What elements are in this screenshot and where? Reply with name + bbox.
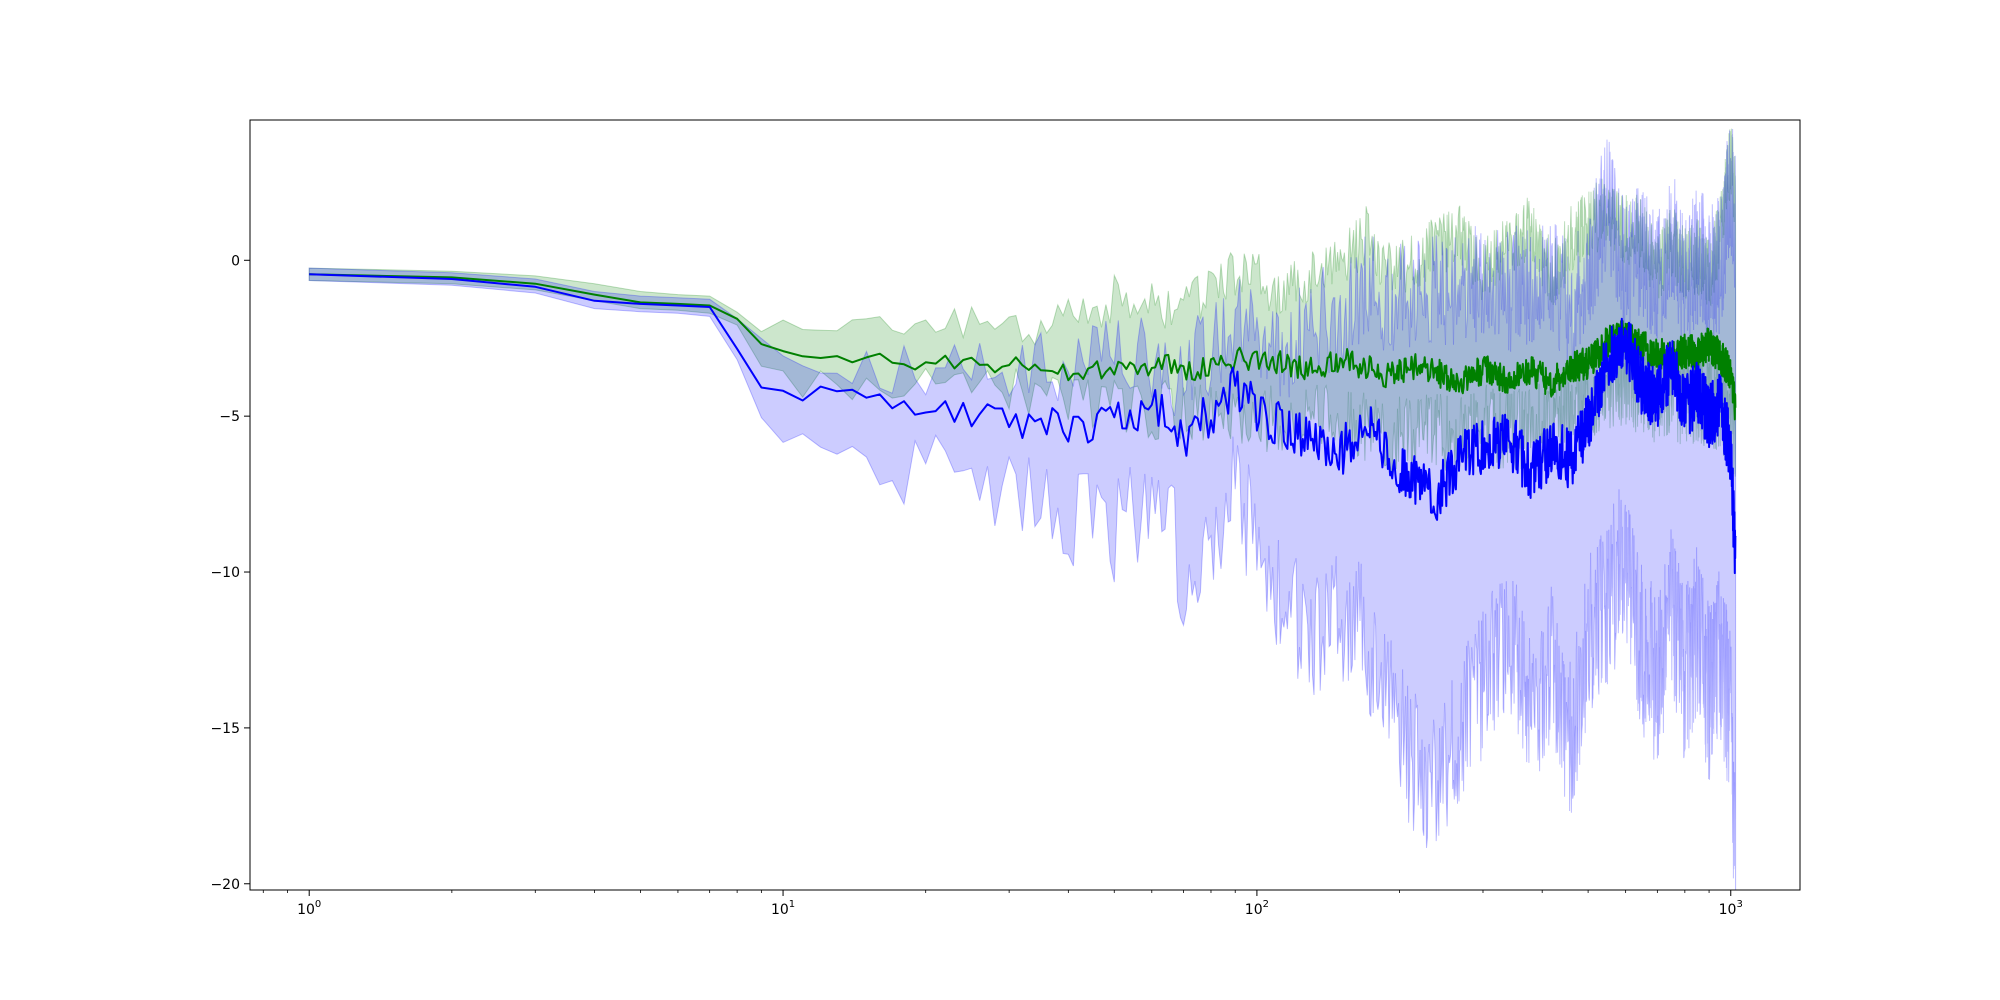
x-tick-label: 100	[297, 899, 321, 918]
y-tick-label: −15	[210, 721, 240, 737]
confidence-bands	[308, 128, 1737, 890]
y-tick-label: −10	[210, 565, 240, 581]
y-axis: 0 −5 −10 −15 −20	[210, 253, 250, 893]
y-tick-label: −20	[210, 877, 240, 893]
series-2-band	[308, 128, 1737, 890]
x-axis: 100 101 102 103	[262, 890, 1743, 918]
plot-area	[249, 119, 1801, 891]
series-1-band	[308, 128, 1737, 477]
series-2-line	[309, 273, 1737, 575]
axes-frame	[249, 119, 1801, 891]
series-lines	[309, 273, 1737, 575]
x-tick-label: 101	[771, 899, 795, 918]
y-tick-label: 0	[231, 253, 240, 269]
x-tick-label: 102	[1245, 899, 1269, 918]
series-1-line	[309, 273, 1737, 421]
x-tick-label: 103	[1719, 899, 1743, 918]
y-tick-label: −5	[219, 409, 240, 425]
